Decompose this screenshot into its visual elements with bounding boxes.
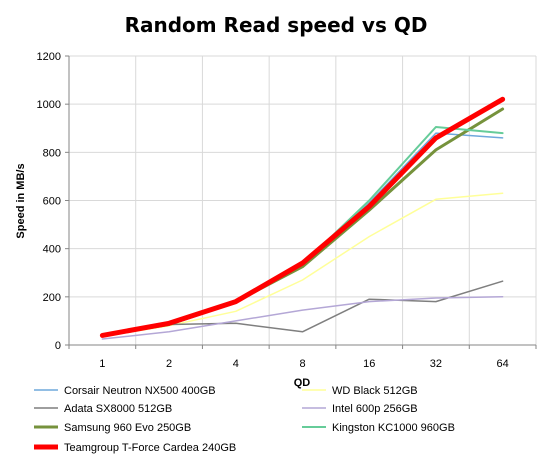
y-tick-label: 400 — [43, 244, 61, 256]
x-axis-label: QD — [294, 377, 311, 389]
gridlines — [69, 55, 537, 345]
y-tick-label: 800 — [43, 147, 61, 159]
series-lines — [99, 96, 506, 340]
y-axis-label: Speed in MB/s — [15, 163, 27, 238]
legend-label: Corsair Neutron NX500 400GB — [64, 385, 216, 397]
series-line — [101, 296, 504, 340]
x-tick-label: 8 — [299, 358, 305, 370]
series-line — [100, 107, 505, 337]
series-line — [101, 132, 504, 337]
y-tick-label: 0 — [55, 340, 61, 352]
x-tick-label: 1 — [99, 358, 105, 370]
y-tick-label: 600 — [43, 196, 61, 208]
axes: 0 200 400 600 800 1000 1200 1 2 4 8 16 32 64 — [37, 51, 537, 370]
legend-label: Teamgroup T-Force Cardea 240GB — [64, 442, 236, 454]
x-tick-label: 64 — [497, 358, 509, 370]
legend-label: Samsung 960 Evo 250GB — [64, 422, 191, 434]
legend: Corsair Neutron NX500 400GB WD Black 512G… — [34, 385, 455, 454]
legend-label: Kingston KC1000 960GB — [332, 422, 455, 434]
series-line — [99, 96, 506, 338]
chart-title: Random Read speed vs QD — [125, 13, 428, 37]
legend-label: Adata SX8000 512GB — [64, 403, 172, 415]
x-tick-label: 32 — [430, 358, 442, 370]
y-tick-label: 1000 — [37, 99, 61, 111]
x-tick-label: 4 — [233, 358, 239, 370]
series-line — [101, 126, 504, 337]
x-tick-label: 16 — [363, 358, 375, 370]
y-tick-label: 1200 — [37, 51, 61, 63]
y-tick-label: 200 — [43, 292, 61, 304]
legend-label: WD Black 512GB — [332, 385, 418, 397]
x-tick-label: 2 — [166, 358, 172, 370]
legend-label: Intel 600p 256GB — [332, 403, 418, 415]
